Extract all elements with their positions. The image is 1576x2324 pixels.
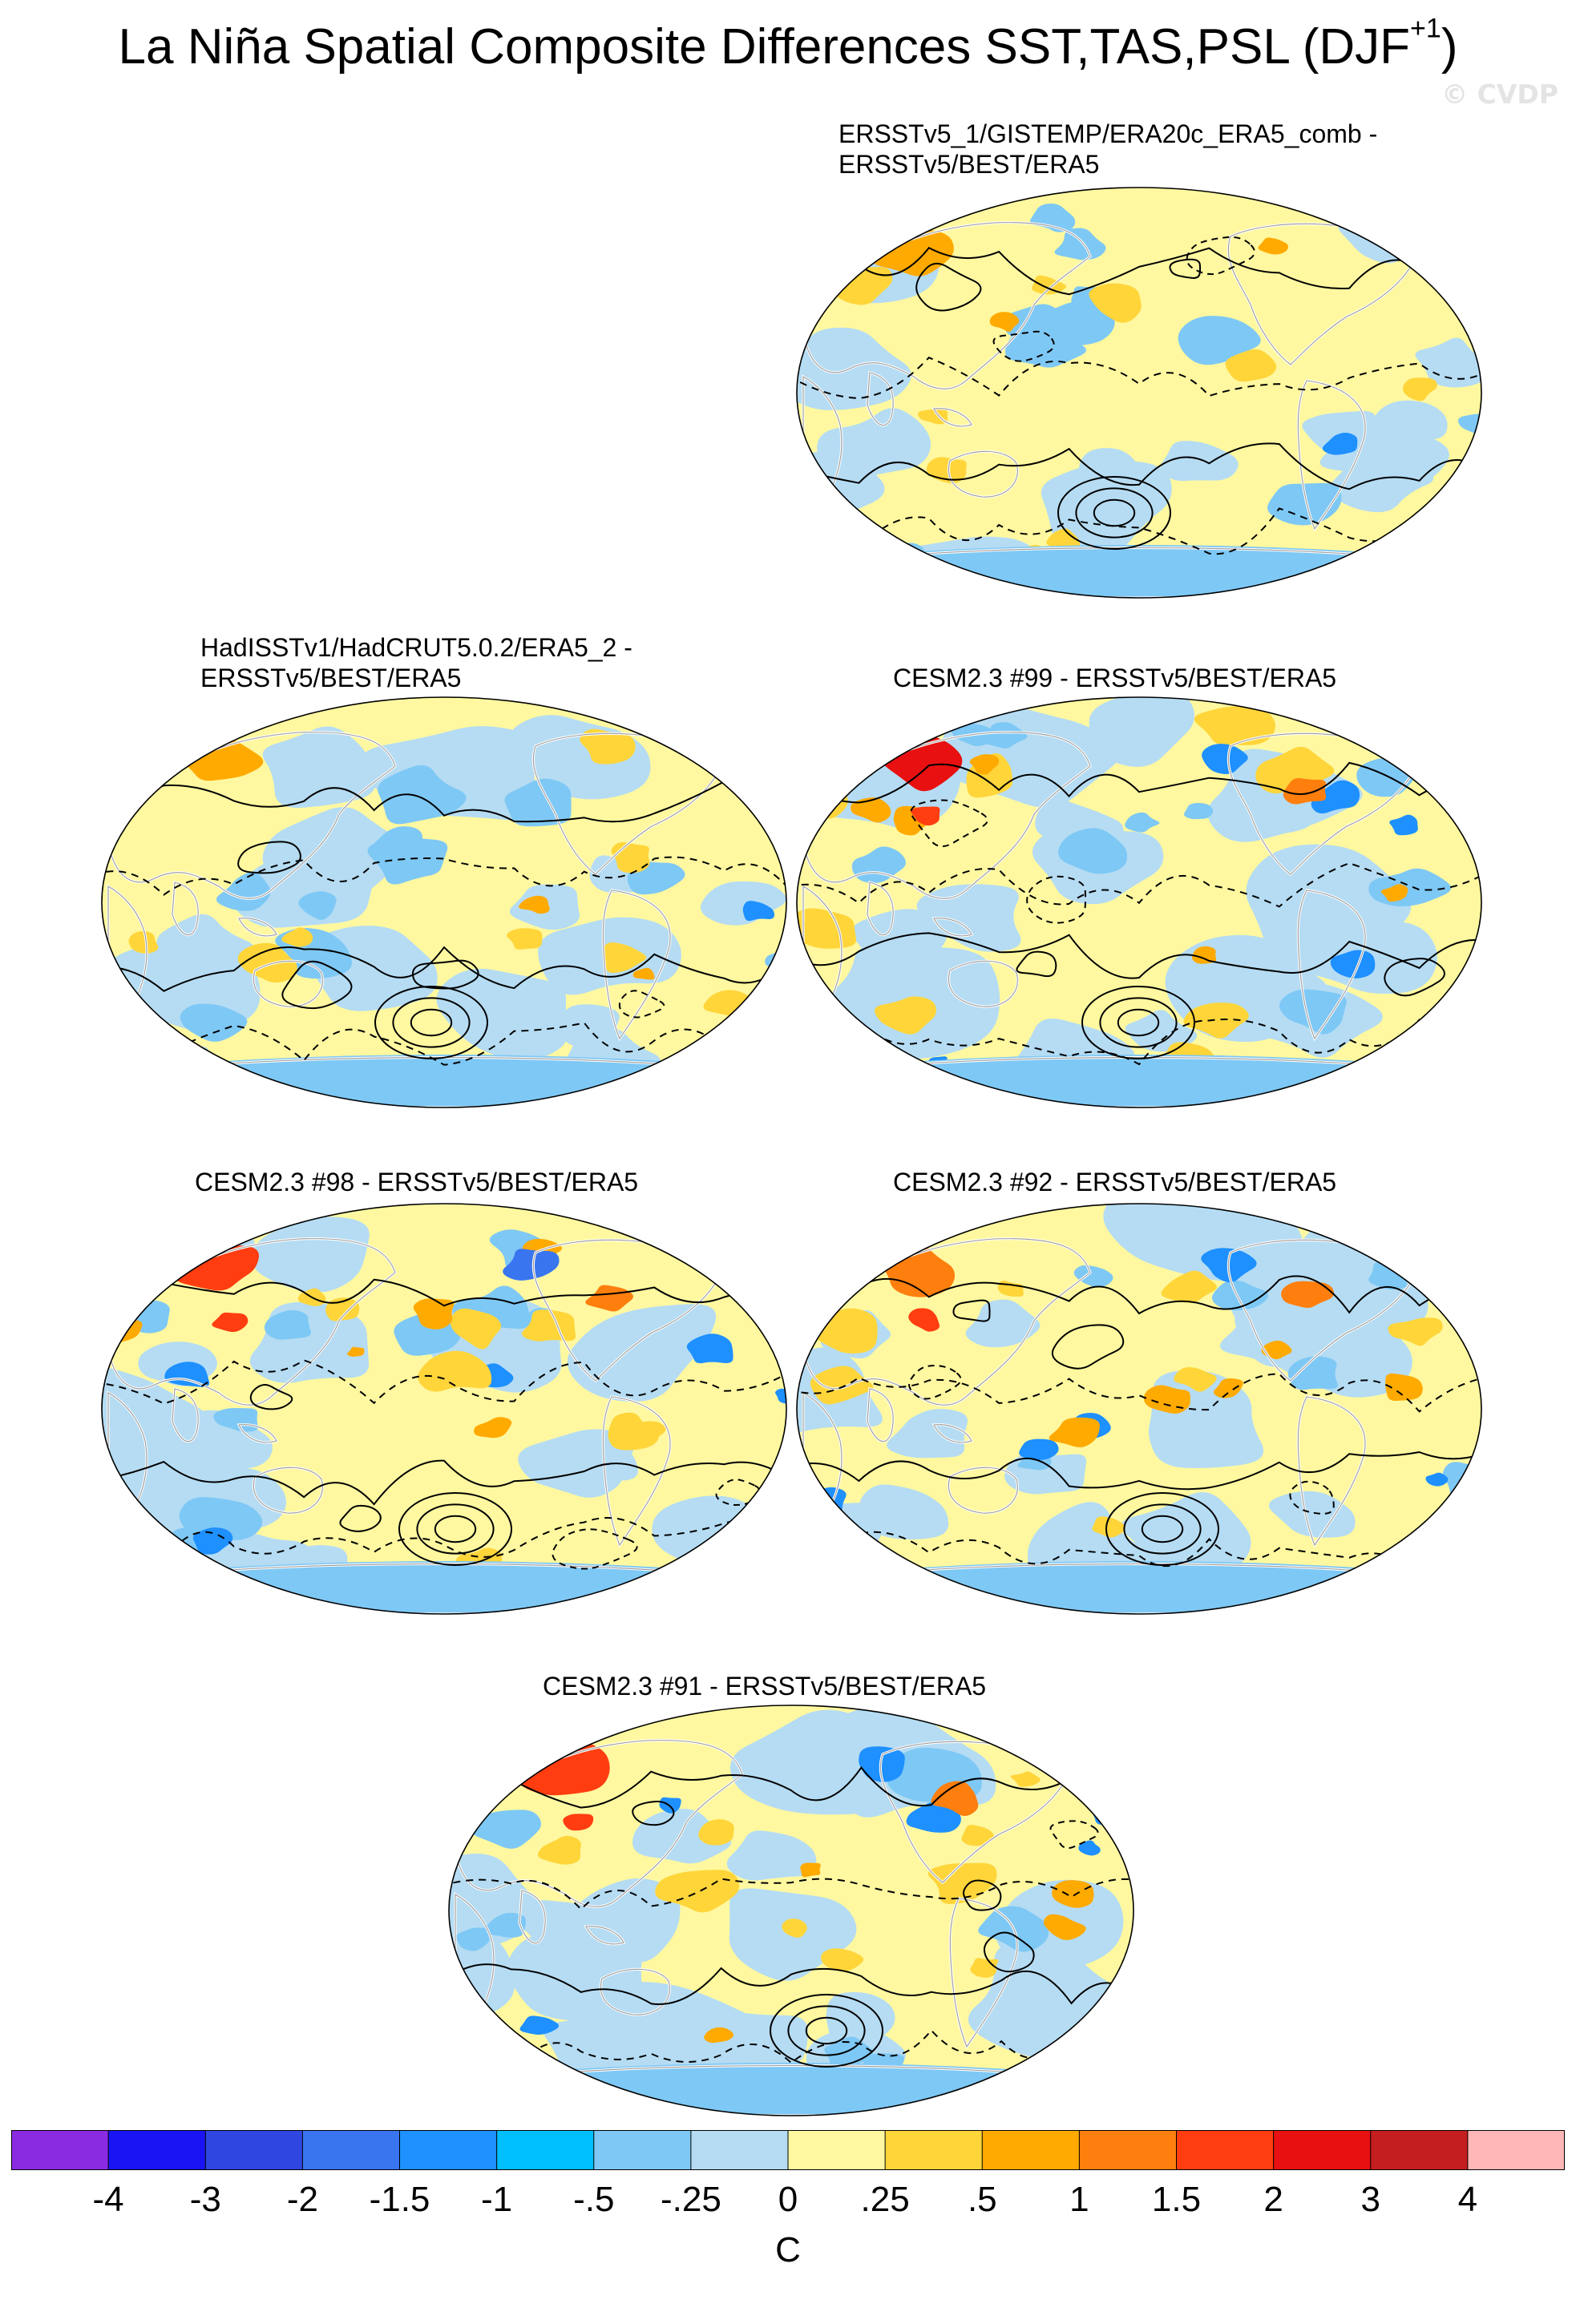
colorbar <box>11 2130 1565 2170</box>
colorbar-tick-label: 2 <box>1263 2180 1283 2219</box>
colorbar-swatch-1 <box>108 2130 206 2170</box>
map-panel-5 <box>796 1203 1482 1615</box>
colorbar-tick-label: 1 <box>1069 2180 1089 2219</box>
colorbar-tick-label: .25 <box>860 2180 910 2219</box>
cvdp-watermark: © CVDP <box>1441 79 1558 110</box>
colorbar-swatch-12 <box>1176 2130 1275 2170</box>
map-panel-1 <box>796 187 1482 599</box>
colorbar-swatch-9 <box>885 2130 983 2170</box>
panel-title-1: ERSSTv5_1/GISTEMP/ERA20c_ERA5_comb - ERSS… <box>839 119 1378 179</box>
colorbar-tick-label: 4 <box>1457 2180 1478 2219</box>
map-panel-3 <box>796 696 1482 1108</box>
colorbar-swatch-2 <box>205 2130 303 2170</box>
colorbar-swatch-0 <box>11 2130 109 2170</box>
colorbar-swatch-15 <box>1467 2130 1565 2170</box>
colorbar-tick-label: 3 <box>1360 2180 1381 2219</box>
colorbar-tick-label: -1.5 <box>369 2180 430 2219</box>
colorbar-tick-label: 0 <box>778 2180 798 2219</box>
colorbar-swatch-11 <box>1079 2130 1178 2170</box>
colorbar-tick-label: -.25 <box>660 2180 721 2219</box>
panel-title-4: CESM2.3 #98 - ERSSTv5/BEST/ERA5 <box>195 1168 639 1196</box>
colorbar-units: C <box>775 2230 801 2270</box>
map-panel-4 <box>101 1203 787 1615</box>
colorbar-swatch-3 <box>302 2130 401 2170</box>
colorbar-tick-label: .5 <box>967 2180 997 2219</box>
colorbar-swatch-10 <box>982 2130 1080 2170</box>
colorbar-swatch-13 <box>1273 2130 1372 2170</box>
colorbar-tick-label: -3 <box>189 2180 221 2219</box>
colorbar-swatch-6 <box>593 2130 692 2170</box>
colorbar-swatch-14 <box>1370 2130 1469 2170</box>
figure-title: La Niña Spatial Composite Differences SS… <box>118 13 1458 75</box>
colorbar-swatch-8 <box>788 2130 886 2170</box>
panel-title-5: CESM2.3 #92 - ERSSTv5/BEST/ERA5 <box>893 1168 1337 1196</box>
colorbar-tick-label: -1 <box>481 2180 513 2219</box>
colorbar-swatch-7 <box>690 2130 789 2170</box>
map-panel-6 <box>448 1705 1134 2116</box>
map-panel-2 <box>101 696 787 1108</box>
colorbar-swatch-4 <box>399 2130 498 2170</box>
panel-title-6: CESM2.3 #91 - ERSSTv5/BEST/ERA5 <box>543 1672 987 1701</box>
colorbar-tick-label: -.5 <box>573 2180 615 2219</box>
colorbar-swatch-5 <box>496 2130 595 2170</box>
colorbar-tick-label: 1.5 <box>1151 2180 1202 2219</box>
panel-title-2: HadISSTv1/HadCRUT5.0.2/ERA5_2 - ERSSTv5/B… <box>200 633 632 692</box>
panel-title-3: CESM2.3 #99 - ERSSTv5/BEST/ERA5 <box>893 664 1337 692</box>
colorbar-tick-label: -4 <box>92 2180 124 2219</box>
colorbar-tick-label: -2 <box>286 2180 318 2219</box>
